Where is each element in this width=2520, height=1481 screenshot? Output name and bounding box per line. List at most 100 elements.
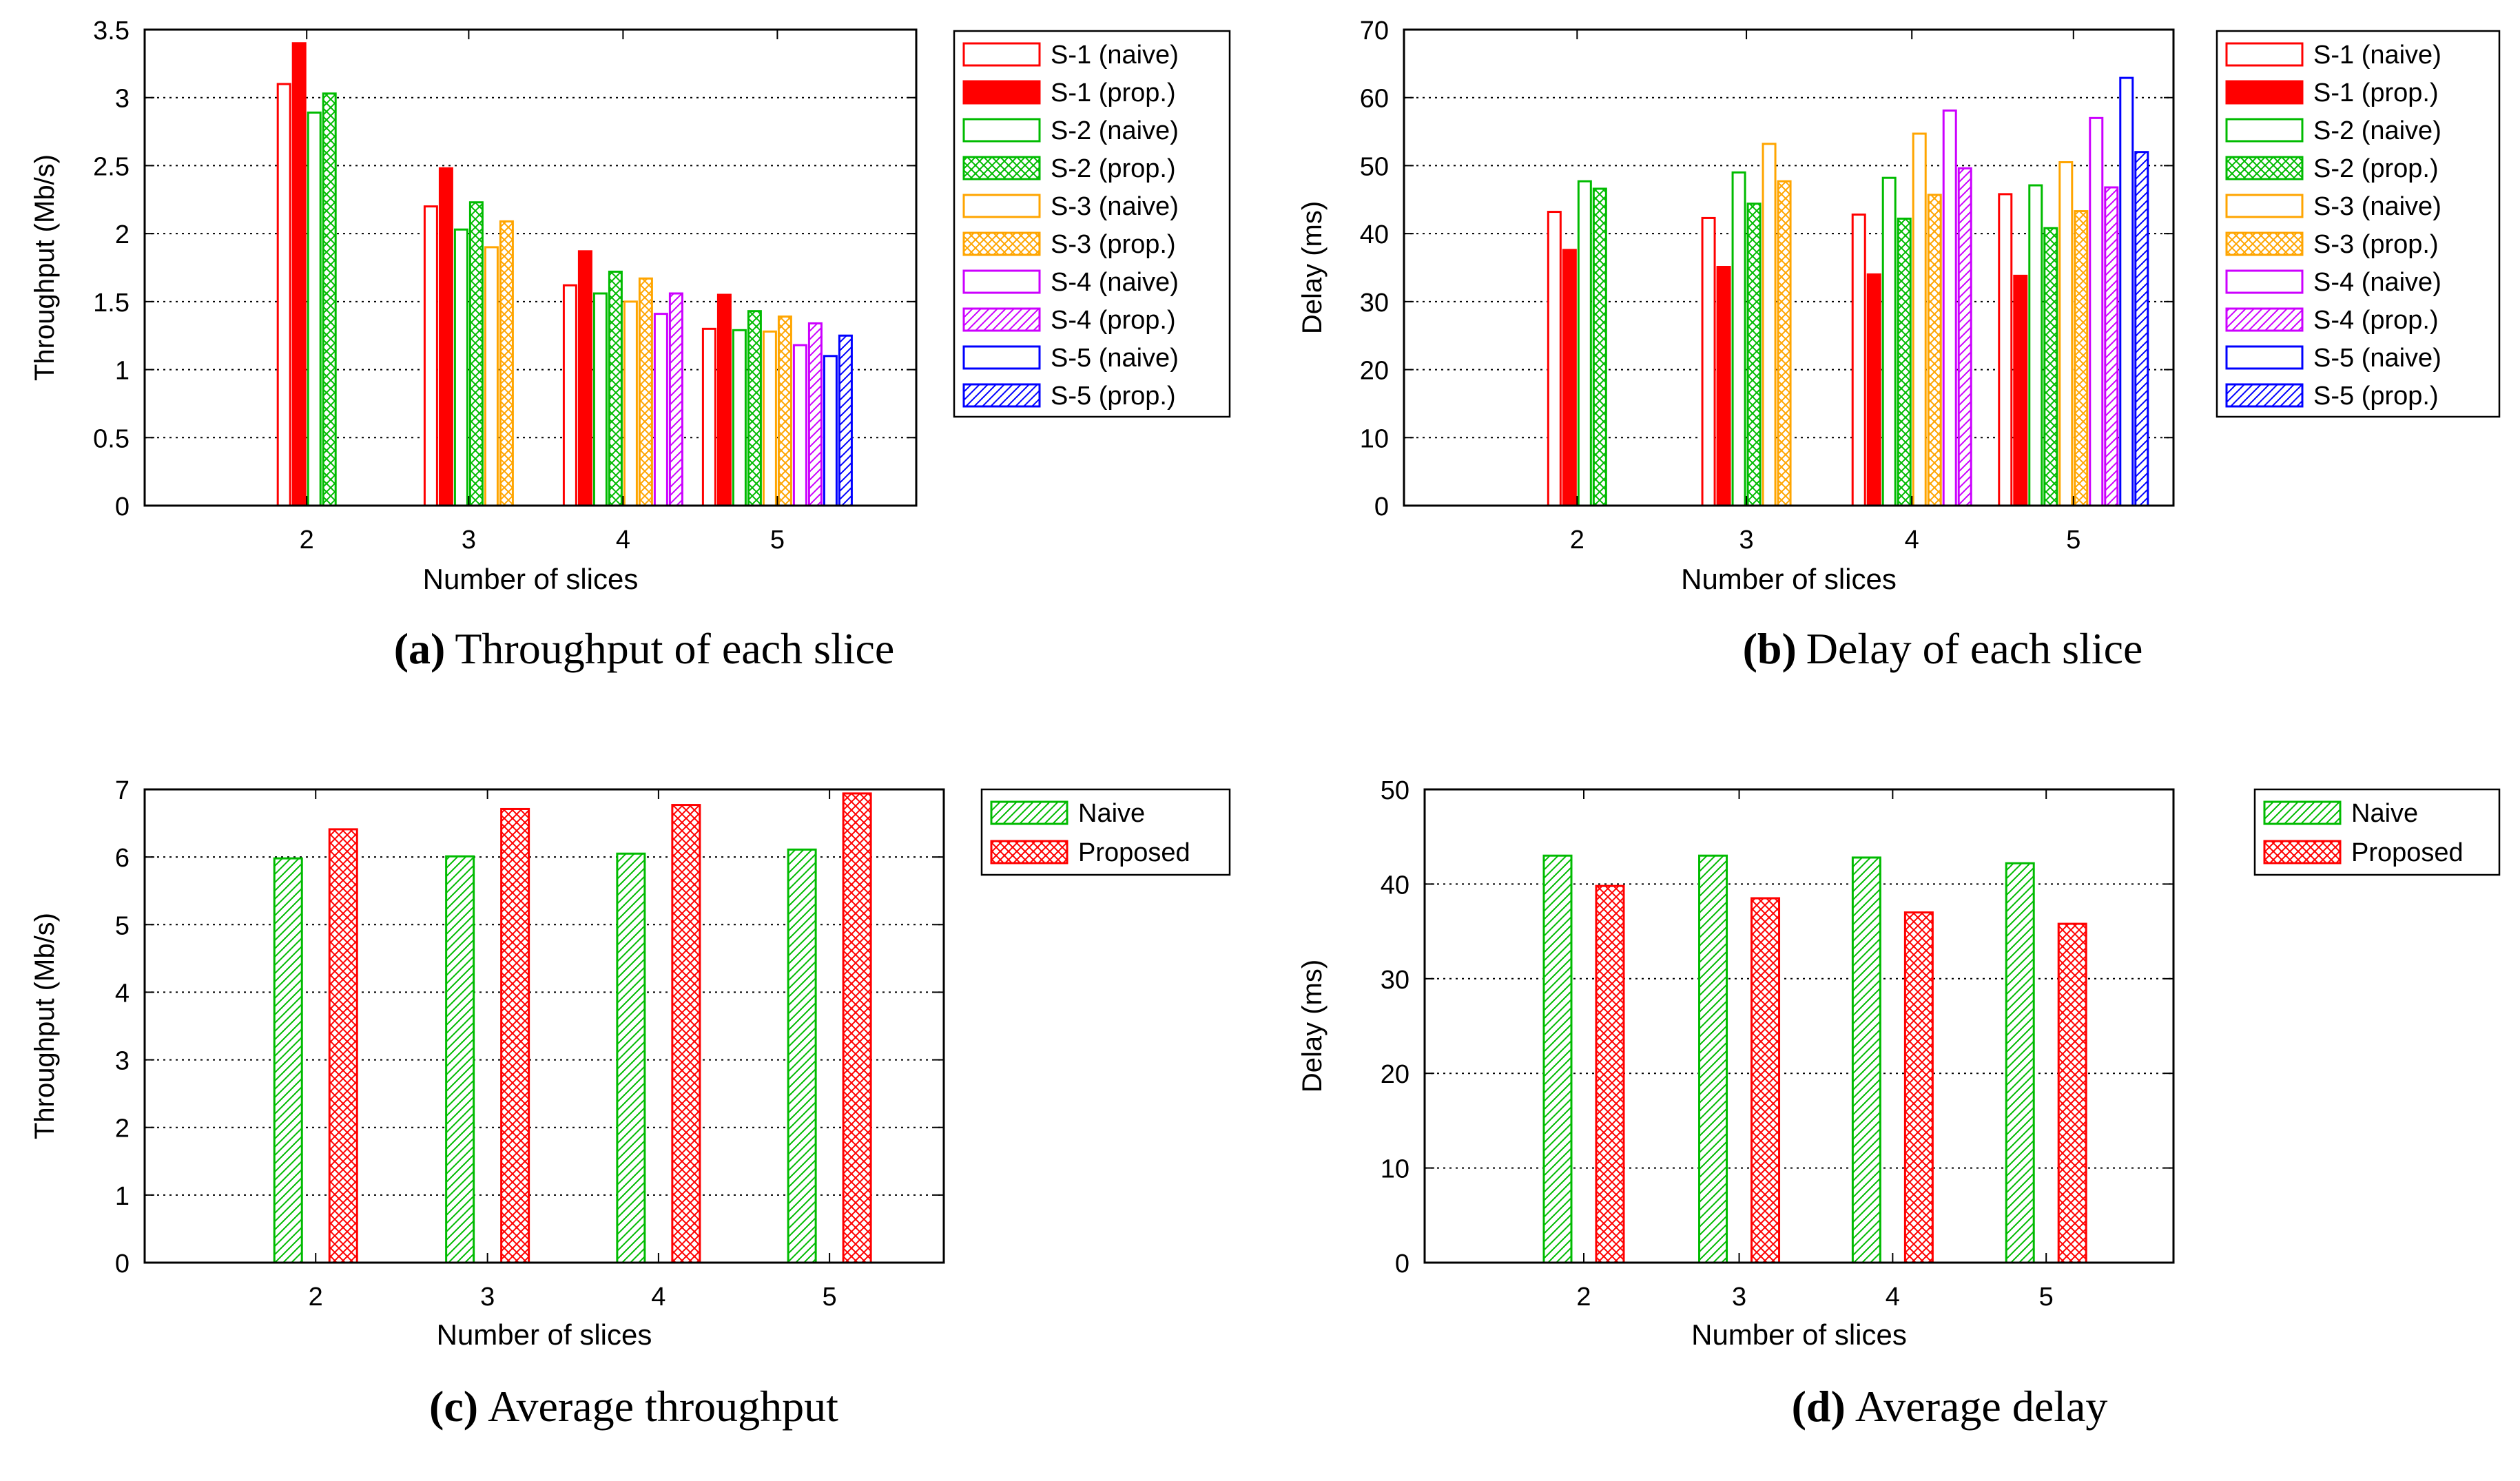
bar-b-3-2 [1731,171,1746,507]
figure-caption: (b) Delay of each slice [1743,624,2143,673]
bar-b-4-3 [1897,217,1912,507]
legend-swatch [2225,80,2304,105]
bar-a-5-3 [747,310,762,507]
y-tick-label: 3 [115,85,130,114]
bar-d-2-0 [1542,854,1573,1264]
x-tick-label: 4 [1905,526,1919,555]
bar-c-5-0 [787,848,817,1264]
legend-entry: S-3 (naive) [2313,192,2441,221]
y-tick-label: 40 [1360,220,1389,249]
bar-a-3-1 [438,167,453,507]
bar-a-5-7 [807,322,823,507]
legend-entry: S-3 (prop.) [1051,230,1176,259]
bar-a-5-5 [777,315,792,507]
legend-entry: S-3 (naive) [1051,192,1179,221]
legend-entry: S-2 (prop.) [2313,154,2439,183]
y-tick-label: 40 [1381,871,1409,900]
y-tick-label: 2 [115,1115,130,1143]
chart-b: 0 10 20 30 40 50 60 70 2 3 4 5 Number of slices Delay… [1297,17,2501,673]
bar-b-3-3 [1746,203,1762,507]
legend-entry: S-2 (naive) [2313,116,2441,145]
legend-swatch [990,800,1068,825]
bar-a-4-6 [653,313,668,507]
y-tick-label: 3 [115,1047,130,1076]
legend-entry: S-4 (naive) [2313,268,2441,297]
bar-c-3-1 [500,807,530,1264]
chart-c: 0 1 2 3 4 5 6 7 2 3 4 5 Number of slices Throughput (… [30,776,1231,1431]
y-tick-label: 1 [115,1182,130,1211]
bar-a-4-0 [562,284,577,507]
bar-b-4-0 [1851,214,1866,507]
x-axis-label: Number of slices [1691,1318,1907,1351]
bar-a-5-0 [701,327,716,507]
bar-d-2-1 [1595,884,1625,1264]
bar-b-3-0 [1701,216,1716,507]
x-axis-label: Number of slices [437,1318,652,1351]
y-axis-label: Throughput (Mb/s) [30,154,60,381]
bar-a-4-3 [608,270,623,507]
y-tick-label: 0 [1395,1250,1409,1278]
x-tick-label: 3 [1739,526,1753,555]
caption-label: (d) [1792,1382,1846,1431]
y-tick-label: 0 [115,493,130,521]
bar-b-2-3 [1592,187,1607,507]
bar-a-2-3 [322,92,337,507]
legend-entry: Proposed [1078,838,1190,867]
y-tick-label: 30 [1381,966,1409,995]
y-tick-label: 3.5 [93,17,130,45]
bar-b-2-2 [1577,180,1592,507]
x-tick-label: 5 [823,1283,837,1312]
plot-frame [1403,28,2175,507]
legend-swatch [2225,118,2304,143]
y-tick-label: 20 [1381,1060,1409,1089]
bar-b-3-1 [1716,266,1731,507]
bar-b-5-7 [2104,186,2119,507]
plot-frame [143,28,918,507]
bar-d-3-1 [1750,897,1781,1264]
legend-swatch [2263,800,2342,825]
plot-frame [1423,788,2175,1264]
bar-b-5-9 [2134,151,2149,507]
y-tick-label: 5 [115,911,130,940]
legend-swatch [962,345,1041,370]
legend-swatch [2225,383,2304,408]
bar-b-5-8 [2119,76,2134,507]
bar-b-4-6 [1942,109,1957,507]
bar-b-5-4 [2058,160,2074,507]
caption-text: Average throughput [488,1382,838,1431]
y-tick-label: 70 [1360,17,1389,45]
x-tick-label: 5 [2039,1283,2054,1312]
legend-entry: S-5 (prop.) [1051,382,1176,411]
bar-d-5-0 [2005,862,2035,1264]
legend-entry: S-3 (prop.) [2313,230,2439,259]
legend-entry: S-5 (naive) [2313,344,2441,373]
bar-c-2-0 [273,857,303,1264]
bar-a-4-1 [577,250,592,507]
bar-b-5-0 [1998,193,2013,507]
bar-a-4-2 [592,292,608,507]
bar-d-4-0 [1851,856,1881,1264]
legend-swatch [962,269,1041,294]
bar-b-3-4 [1762,143,1777,507]
x-axis-label: Number of slices [423,563,639,595]
x-axis-label: Number of slices [1681,563,1897,595]
x-tick-label: 3 [480,1283,495,1312]
legend-swatch [962,42,1041,67]
bar-b-5-5 [2074,210,2089,507]
y-tick-label: 4 [115,979,130,1008]
legend-swatch [2225,231,2304,256]
x-tick-label: 5 [2066,526,2080,555]
caption-label: (a) [394,624,446,673]
bar-a-2-0 [276,83,291,507]
legend-swatch [990,840,1068,864]
bar-b-4-5 [1927,194,1942,507]
bar-c-4-1 [671,804,701,1264]
y-tick-label: 60 [1360,85,1389,114]
bar-b-5-1 [2013,274,2028,507]
legend-entry: S-4 (naive) [1051,268,1179,297]
bar-b-2-0 [1547,211,1562,507]
legend-swatch [962,156,1041,180]
bar-b-4-2 [1881,176,1897,507]
legend-entry: Proposed [2351,838,2464,867]
legend-entry: S-2 (prop.) [1051,154,1176,183]
